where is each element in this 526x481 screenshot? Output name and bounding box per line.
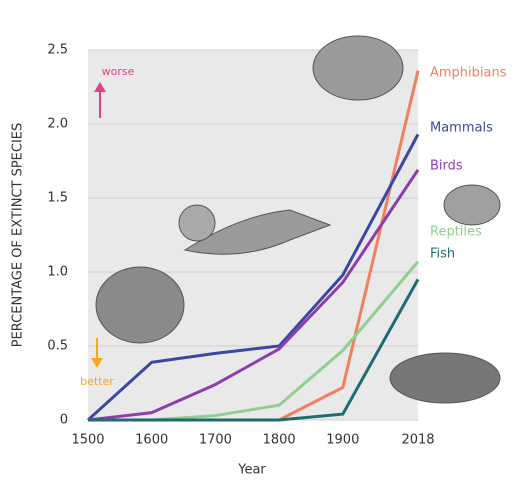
y-tick-label: 0 — [60, 413, 68, 428]
x-tick-label: 2018 — [401, 433, 434, 448]
series-label: Reptiles — [430, 225, 482, 240]
animal-illustrations — [95, 35, 501, 404]
x-tick-label: 1800 — [263, 433, 296, 448]
series-label: Amphibians — [430, 66, 507, 81]
lizard-image — [183, 209, 332, 255]
worse-label: worse — [102, 65, 135, 78]
y-tick-label: 1.5 — [47, 191, 68, 206]
worse-arrowhead — [94, 82, 106, 92]
x-tick-label: 1500 — [71, 433, 104, 448]
x-axis-title: Year — [237, 463, 266, 478]
series-label: Fish — [430, 247, 455, 262]
series-line — [86, 133, 420, 422]
lizard-tail-image — [178, 204, 216, 242]
series-line — [87, 169, 420, 422]
better-label: better — [80, 375, 114, 388]
frog-image — [312, 35, 404, 101]
x-tick-label: 1700 — [199, 433, 232, 448]
hedgehog-image — [95, 266, 185, 344]
better-arrowhead — [91, 358, 103, 368]
y-tick-label: 0.5 — [47, 339, 68, 354]
y-tick-label: 2.0 — [47, 117, 68, 132]
x-tick-label: 1900 — [326, 433, 359, 448]
y-axis-title: PERCENTAGE OF EXTINCT SPECIES — [11, 123, 26, 348]
y-tick-label: 2.5 — [47, 43, 68, 58]
x-tick-label: 1600 — [135, 433, 168, 448]
y-tick-label: 1.0 — [47, 265, 68, 280]
series-label: Birds — [430, 159, 463, 174]
bird-image — [443, 184, 501, 226]
series-label: Mammals — [430, 121, 493, 136]
series-line — [88, 278, 420, 422]
fish-image — [389, 352, 501, 404]
lines — [86, 70, 420, 422]
